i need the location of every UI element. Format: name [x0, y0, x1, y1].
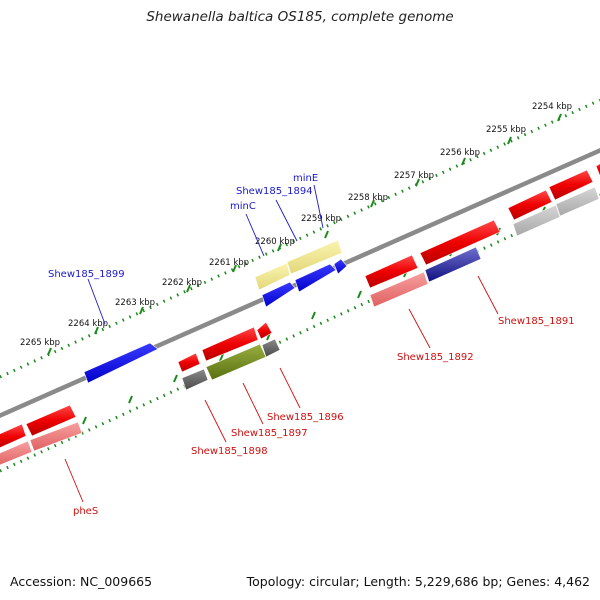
label-shew185-1898[interactable]: Shew185_1898	[191, 446, 268, 457]
gene-gray-right-1[interactable]	[512, 204, 561, 237]
tick-label-2264: 2264 kbp	[68, 319, 108, 329]
gene-shew185-1891[interactable]	[424, 246, 482, 283]
tick-label-2265: 2265 kbp	[20, 338, 60, 348]
scale-track-outer	[0, 98, 600, 379]
label-shew185-1899[interactable]: Shew185_1899	[48, 269, 125, 280]
label-shew185-1891[interactable]: Shew185_1891	[498, 316, 575, 327]
gene-minc[interactable]	[261, 281, 296, 308]
gene-shew185-1899[interactable]	[83, 342, 159, 384]
label-shew185-1894[interactable]: Shew185_1894	[236, 186, 313, 197]
forward-strand-features	[83, 239, 348, 384]
genome-summary-text: Topology: circular; Length: 5,229,686 bp…	[246, 574, 590, 589]
tick-label-2262: 2262 kbp	[162, 278, 202, 288]
tick-label-2256: 2256 kbp	[440, 148, 480, 158]
scale-labels: 2254 kbp 2255 kbp 2256 kbp 2257 kbp 2258…	[20, 102, 572, 348]
gene-phes[interactable]	[29, 421, 83, 452]
gene-shew185-1892[interactable]	[369, 271, 429, 308]
gene-red-right-2[interactable]	[548, 169, 594, 201]
gene-red-small-2[interactable]	[256, 321, 273, 340]
gene-red-left[interactable]	[25, 404, 77, 437]
gene-mine[interactable]	[333, 258, 348, 275]
label-shew185-1896[interactable]: Shew185_1896	[267, 412, 344, 423]
accession-text: Accession: NC_009665	[10, 574, 153, 589]
gene-red-small-1[interactable]	[177, 352, 201, 373]
label-shew185-1892[interactable]: Shew185_1892	[397, 352, 474, 363]
label-minc[interactable]: minC	[230, 201, 256, 212]
reverse-strand-features	[0, 161, 600, 467]
gene-shew185-1898[interactable]	[181, 368, 209, 391]
gene-gray-right-2[interactable]	[555, 186, 600, 217]
gene-red-right-3[interactable]	[595, 161, 600, 177]
tick-label-2255: 2255 kbp	[486, 125, 526, 135]
tick-label-2260: 2260 kbp	[255, 237, 295, 247]
gene-yellow-cds-left[interactable]	[254, 262, 291, 291]
gene-red-1892-upper[interactable]	[364, 254, 419, 289]
tick-label-2261: 2261 kbp	[209, 258, 249, 268]
gene-labels: minE Shew185_1894 minC Shew185_1899 Shew…	[48, 173, 575, 517]
label-leaders	[64, 184, 499, 503]
gene-red-right-1[interactable]	[507, 189, 553, 221]
scale-track-inner	[0, 193, 600, 473]
gene-red-1891-upper[interactable]	[419, 219, 501, 266]
gene-red-1896-upper[interactable]	[201, 326, 259, 362]
label-mine[interactable]: minE	[293, 173, 318, 184]
map-title: Shewanella baltica OS185, complete genom…	[146, 9, 454, 25]
label-phes[interactable]: pheS	[73, 506, 98, 517]
gene-shew185-1896[interactable]	[261, 338, 281, 358]
tick-label-2263: 2263 kbp	[115, 298, 155, 308]
tick-label-2257: 2257 kbp	[394, 171, 434, 181]
tick-label-2254: 2254 kbp	[532, 102, 572, 112]
gene-red-far-left[interactable]	[0, 423, 27, 450]
gene-yellow-cds-right[interactable]	[286, 239, 343, 275]
tick-label-2258: 2258 kbp	[348, 193, 388, 203]
gene-shew185-1894[interactable]	[294, 263, 337, 293]
label-shew185-1897[interactable]: Shew185_1897	[231, 428, 308, 439]
gene-phes-pseudo[interactable]	[0, 440, 33, 467]
